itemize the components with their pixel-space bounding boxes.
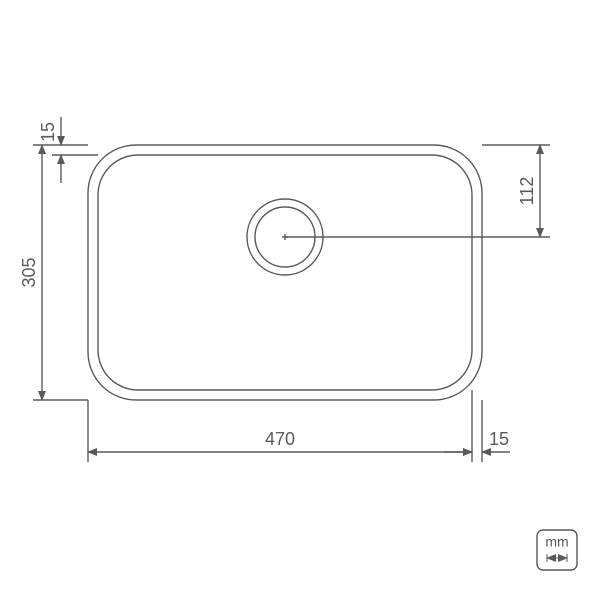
dim-height: 305 (19, 257, 39, 287)
outer-basin (88, 145, 482, 400)
dim-flange-right: 15 (489, 429, 509, 449)
unit-label: mm (545, 534, 568, 550)
dim-width: 470 (265, 429, 295, 449)
dimension-drawing: 15 305 112 470 15 mm (0, 0, 600, 600)
inner-basin (98, 155, 472, 390)
dim-flange-top: 15 (38, 122, 58, 142)
dim-drain-y: 112 (517, 177, 537, 206)
